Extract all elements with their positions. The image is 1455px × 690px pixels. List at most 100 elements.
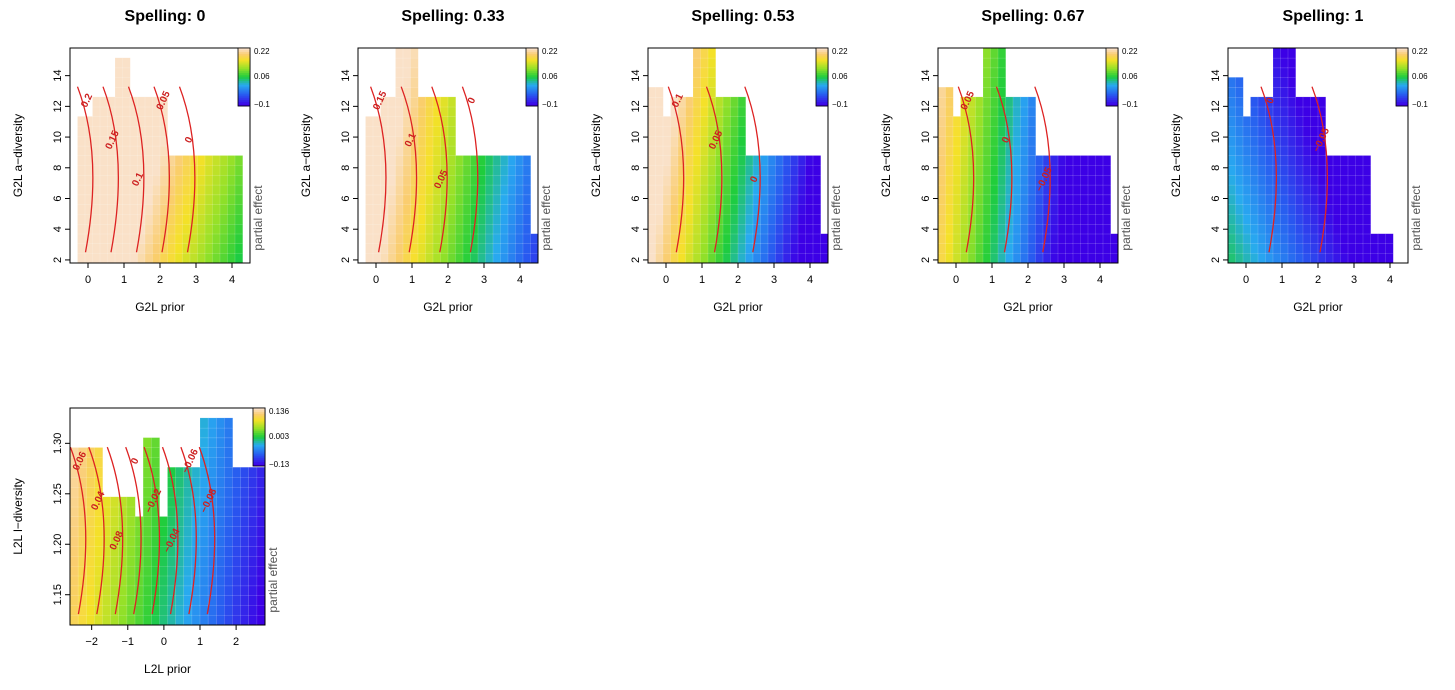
heatmap-cell bbox=[670, 252, 679, 264]
heatmap-cell bbox=[1095, 194, 1104, 205]
heatmap-cell bbox=[737, 125, 747, 137]
heatmap-cell bbox=[707, 77, 717, 88]
chart-title: Spelling: 0.67 bbox=[981, 8, 1085, 25]
heatmap-cell bbox=[952, 184, 962, 196]
heatmap-cell bbox=[1257, 165, 1267, 176]
heatmap-cell bbox=[1087, 213, 1097, 225]
heatmap-cell bbox=[199, 417, 209, 429]
heatmap-cell bbox=[952, 194, 962, 205]
heatmap-cell bbox=[655, 243, 664, 254]
y-tick-label: 12 bbox=[52, 100, 64, 112]
heatmap-cell bbox=[1310, 174, 1319, 186]
colorbar-swatch bbox=[1106, 71, 1118, 74]
heatmap-cell bbox=[207, 555, 217, 567]
heatmap-cell bbox=[1355, 165, 1364, 176]
heatmap-cell bbox=[183, 545, 193, 557]
heatmap-cell bbox=[670, 155, 679, 166]
heatmap-cell bbox=[175, 585, 185, 596]
heatmap-cell bbox=[134, 555, 144, 567]
colorbar-swatch bbox=[238, 63, 250, 66]
colorbar-swatch bbox=[238, 94, 250, 97]
heatmap-cell bbox=[782, 223, 792, 235]
heatmap-cell bbox=[1012, 204, 1022, 215]
heatmap-cell bbox=[692, 106, 702, 117]
colorbar-swatch bbox=[253, 440, 265, 444]
heatmap-cell bbox=[402, 233, 412, 244]
heatmap-cell bbox=[365, 252, 374, 264]
heatmap-cell bbox=[175, 486, 185, 498]
heatmap-cell bbox=[107, 194, 116, 205]
heatmap-cell bbox=[240, 535, 250, 547]
heatmap-cell bbox=[1110, 243, 1119, 254]
heatmap-cell bbox=[380, 252, 389, 264]
heatmap-cell bbox=[410, 155, 419, 166]
heatmap-cell bbox=[1012, 184, 1022, 196]
heatmap-cell bbox=[1302, 184, 1312, 196]
heatmap-cell bbox=[997, 184, 1007, 196]
heatmap-cell bbox=[982, 204, 992, 215]
x-tick-label: 0 bbox=[1243, 274, 1249, 286]
heatmap-cell bbox=[86, 595, 95, 606]
heatmap-cell bbox=[227, 174, 236, 186]
heatmap-cell bbox=[1050, 243, 1059, 254]
heatmap-cell bbox=[122, 223, 131, 235]
heatmap-cell bbox=[767, 184, 777, 196]
y-tick-label: 6 bbox=[920, 195, 932, 201]
heatmap-cell bbox=[990, 96, 999, 108]
heatmap-cell bbox=[1072, 204, 1082, 215]
heatmap-cell bbox=[1257, 116, 1267, 127]
heatmap-cell bbox=[182, 184, 191, 196]
heatmap-cell bbox=[1065, 184, 1074, 196]
heatmap-cell bbox=[722, 116, 732, 127]
heatmap-cell bbox=[1012, 135, 1022, 147]
heatmap-cell bbox=[990, 174, 999, 186]
heatmap-cell bbox=[197, 243, 206, 254]
heatmap-cell bbox=[1235, 194, 1244, 205]
heatmap-cell bbox=[1370, 243, 1379, 254]
heatmap-cell bbox=[248, 585, 258, 596]
heatmap-cell bbox=[216, 496, 225, 508]
heatmap-cell bbox=[365, 213, 374, 225]
colorbar-tick-label: 0.003 bbox=[269, 432, 290, 441]
colorbar-swatch bbox=[253, 429, 265, 432]
heatmap-cell bbox=[960, 223, 969, 235]
heatmap-cell bbox=[94, 535, 104, 547]
heatmap-cell bbox=[960, 233, 969, 244]
heatmap-cell bbox=[69, 535, 79, 547]
heatmap-cell bbox=[1370, 252, 1379, 264]
heatmap-cell bbox=[447, 145, 457, 156]
heatmap-cell bbox=[715, 204, 724, 215]
heatmap-cell bbox=[1302, 213, 1312, 225]
heatmap-cell bbox=[216, 555, 225, 567]
colorbar-swatch bbox=[1106, 59, 1118, 62]
heatmap-cell bbox=[387, 174, 397, 186]
heatmap-cell bbox=[159, 165, 169, 176]
heatmap-cell bbox=[1227, 194, 1237, 205]
heatmap-cell bbox=[1287, 86, 1297, 98]
heatmap-cell bbox=[1035, 194, 1044, 205]
contour-line bbox=[957, 86, 975, 253]
heatmap-cell bbox=[722, 252, 732, 264]
heatmap-cell bbox=[760, 184, 769, 196]
heatmap-cell bbox=[752, 252, 762, 264]
y-tick-label: 10 bbox=[1210, 131, 1222, 143]
heatmap-cell bbox=[395, 252, 404, 264]
heatmap-cell bbox=[183, 496, 193, 508]
heatmap-cell bbox=[425, 204, 434, 215]
heatmap-cell bbox=[1287, 125, 1297, 137]
heatmap-cell bbox=[775, 174, 784, 186]
heatmap-cell bbox=[1295, 252, 1304, 264]
heatmap-cell bbox=[1265, 155, 1274, 166]
heatmap-cell bbox=[997, 155, 1007, 166]
heatmap-cell bbox=[745, 184, 754, 196]
heatmap-cell bbox=[1310, 223, 1319, 235]
heatmap-cell bbox=[1280, 165, 1289, 176]
heatmap-cell bbox=[94, 457, 104, 468]
heatmap-cell bbox=[207, 437, 217, 449]
y-tick-label: 6 bbox=[340, 195, 352, 201]
heatmap-cell bbox=[77, 155, 86, 166]
y-tick-label: 10 bbox=[920, 131, 932, 143]
heatmap-cell bbox=[975, 135, 984, 147]
heatmap-cell bbox=[204, 233, 214, 244]
heatmap-cell bbox=[1250, 165, 1259, 176]
